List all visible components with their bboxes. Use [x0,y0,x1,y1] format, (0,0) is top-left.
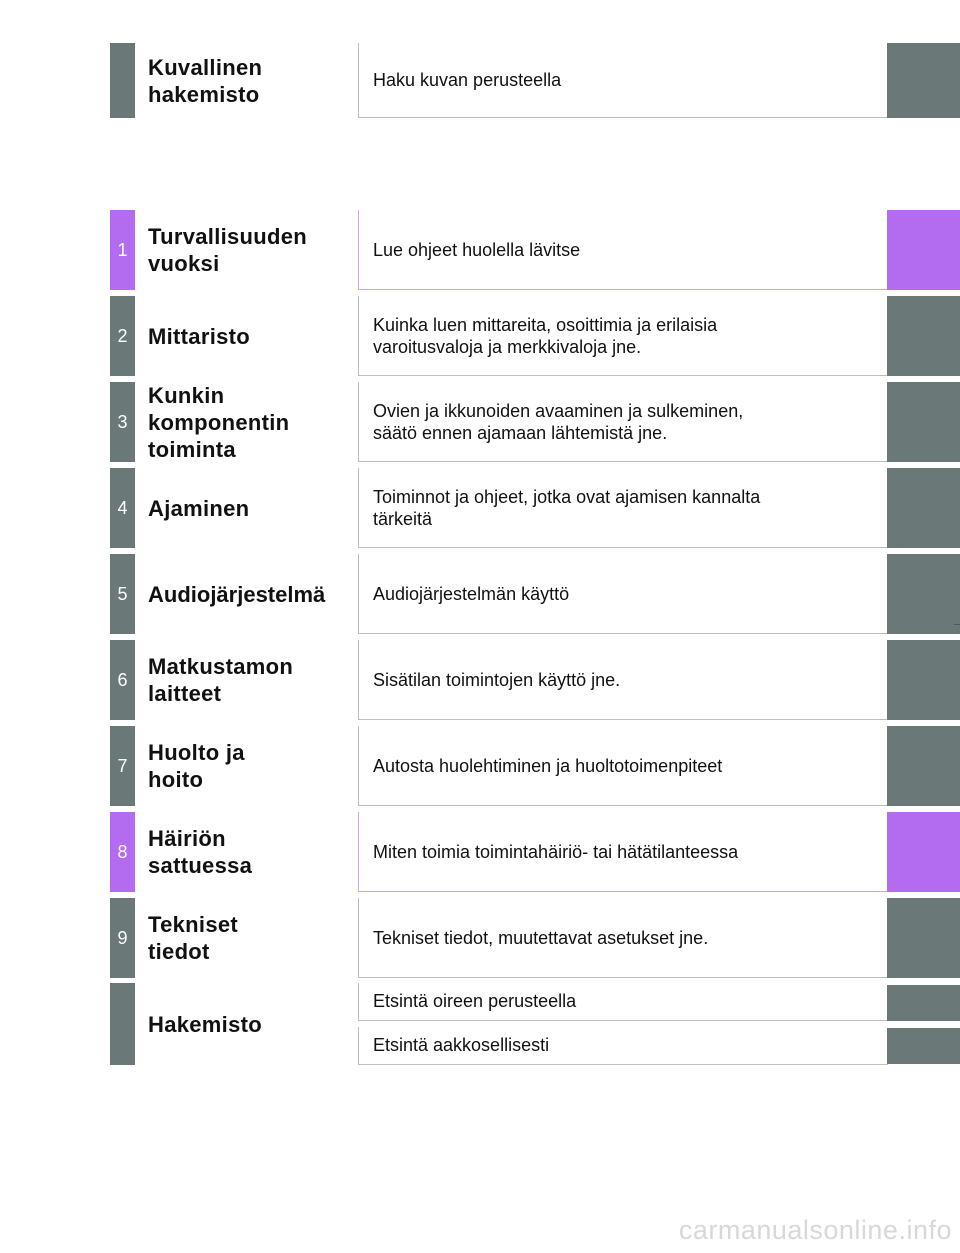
section-number-tab: 6 [110,640,135,720]
section-title: Matkustamon laitteet [148,654,294,706]
section-row-6: 6 Matkustamon laitteet Sisätilan toimint… [110,640,960,720]
section-description[interactable]: Kuinka luen mittareita, osoittimia ja er… [358,296,888,376]
section-end-tab[interactable] [887,640,960,720]
section-title: Huolto ja hoito [148,740,245,792]
header-end-tab[interactable] [887,43,960,118]
section-end-tab[interactable] [887,296,960,376]
section-end-tab[interactable] [887,726,960,806]
section-number-tab: 3 [110,382,135,462]
index-item-alphabetical-search[interactable]: Etsintä aakkosellisesti [358,1027,888,1065]
index-title: Hakemisto [148,1011,262,1037]
index-item-alphabetical-tab[interactable] [887,1028,960,1064]
index-row: Hakemisto Etsintä oireen perusteella Ets… [110,983,960,1065]
header-tab [110,43,135,118]
section-description[interactable]: Audiojärjestelmän käyttö [358,554,888,634]
section-end-tab[interactable] [887,468,960,548]
section-row-9: 9 Tekniset tiedot Tekniset tiedot, muute… [110,898,960,978]
edge-mark [954,624,960,625]
header-title: Kuvallinen hakemisto [148,54,263,107]
section-row-4: 4 Ajaminen Toiminnot ja ohjeet, jotka ov… [110,468,960,548]
index-item-symptom-tab[interactable] [887,985,960,1021]
section-number-tab: 9 [110,898,135,978]
section-end-tab[interactable] [887,382,960,462]
index-item-symptom-search[interactable]: Etsintä oireen perusteella [358,983,888,1021]
section-number-tab: 5 [110,554,135,634]
section-number-tab: 8 [110,812,135,892]
header-row: Kuvallinen hakemisto Haku kuvan perustee… [110,43,960,118]
section-end-tab[interactable] [887,898,960,978]
header-description[interactable]: Haku kuvan perusteella [358,43,888,118]
section-title: Tekniset tiedot [148,912,239,964]
section-description[interactable]: Sisätilan toimintojen käyttö jne. [358,640,888,720]
section-title: Mittaristo [148,323,250,349]
index-tab [110,983,135,1065]
section-number-tab: 7 [110,726,135,806]
section-row-3: 3 Kunkin komponentin toiminta Ovien ja i… [110,382,960,462]
section-title: Kunkin komponentin toiminta [148,382,290,462]
section-number-tab: 2 [110,296,135,376]
section-end-tab[interactable] [887,210,960,290]
section-description[interactable]: Autosta huolehtiminen ja huoltotoimenpit… [358,726,888,806]
section-end-tab[interactable] [887,554,960,634]
section-row-2: 2 Mittaristo Kuinka luen mittareita, oso… [110,296,960,376]
section-description[interactable]: Miten toimia toimintahäiriö- tai hätätil… [358,812,888,892]
section-number-tab: 4 [110,468,135,548]
section-row-5: 5 Audiojärjestelmä Audiojärjestelmän käy… [110,554,960,634]
section-row-8: 8 Häiriön sattuessa Miten toimia toimint… [110,812,960,892]
watermark: carmanualsonline.info [678,1215,952,1245]
section-row-1: 1 Turvallisuuden vuoksi Lue ohjeet huole… [110,210,960,290]
section-end-tab[interactable] [887,812,960,892]
section-number-tab: 1 [110,210,135,290]
section-title: Audiojärjestelmä [148,581,326,607]
section-title: Turvallisuuden vuoksi [148,224,308,276]
section-description[interactable]: Toiminnot ja ohjeet, jotka ovat ajamisen… [358,468,888,548]
section-title: Ajaminen [148,495,250,521]
section-description[interactable]: Lue ohjeet huolella lävitse [358,210,888,290]
section-row-7: 7 Huolto ja hoito Autosta huolehtiminen … [110,726,960,806]
section-description[interactable]: Ovien ja ikkunoiden avaaminen ja sulkemi… [358,382,888,462]
section-title: Häiriön sattuessa [148,826,253,878]
section-description[interactable]: Tekniset tiedot, muutettavat asetukset j… [358,898,888,978]
